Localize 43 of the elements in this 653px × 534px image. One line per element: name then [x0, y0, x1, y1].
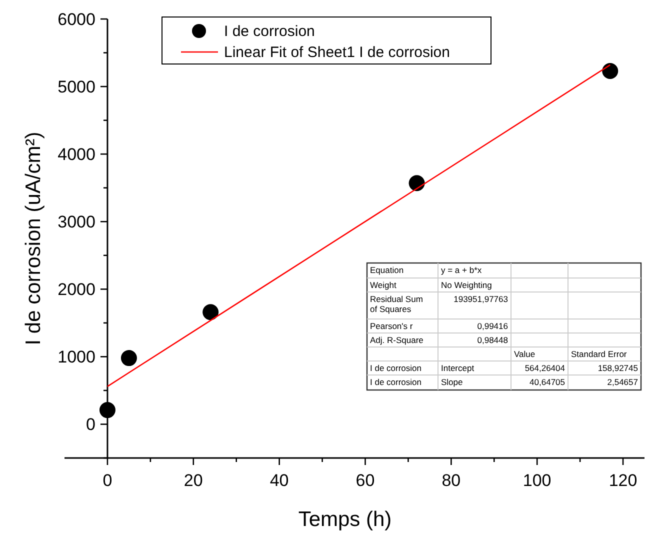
- y-tick-label: 0: [86, 415, 96, 434]
- annotation: Equation: [370, 265, 404, 275]
- y-tick-label: 4000: [58, 145, 96, 164]
- annotation: Standard Error: [571, 349, 627, 359]
- annotation: 193951,97763: [454, 294, 508, 304]
- annotation: Value: [514, 349, 536, 359]
- annotation: Weight: [370, 280, 397, 290]
- annotation: Pearson's r: [370, 321, 413, 331]
- y-tick-label: 5000: [58, 78, 96, 97]
- legend-label: I de corrosion: [224, 23, 315, 40]
- annotation: 0,99416: [477, 321, 508, 331]
- annotation: I de corrosion: [370, 363, 422, 373]
- point: [202, 304, 219, 320]
- annotation: 564,26404: [524, 363, 566, 373]
- annotation: Intercept: [441, 363, 475, 373]
- point: [99, 402, 116, 418]
- y-axis-title: I de corrosion (uA/cm²): [22, 132, 45, 346]
- x-tick-label: 100: [522, 471, 552, 490]
- point: [120, 350, 137, 366]
- point: [602, 63, 618, 80]
- annotation: Adj. R-Square: [370, 335, 424, 345]
- annotation: 158,92745: [598, 363, 638, 373]
- annotation: 2,54657: [607, 377, 638, 387]
- x-tick-label: 80: [442, 471, 461, 490]
- annotation: No Weighting: [441, 280, 492, 290]
- legend-label: Linear Fit of Sheet1 I de corrosion: [224, 44, 450, 61]
- y-tick-label: 2000: [58, 280, 96, 300]
- x-tick-label: 60: [356, 471, 375, 490]
- x-tick-label: 40: [270, 471, 289, 490]
- point: [408, 175, 425, 192]
- annotation: Slope: [441, 377, 464, 387]
- y-tick-label: 1000: [58, 348, 96, 367]
- x-tick-label: 120: [608, 471, 638, 490]
- y-tick-label: 6000: [58, 10, 96, 29]
- x-axis-title: Temps (h): [298, 508, 392, 531]
- annotation: y = a + b*x: [441, 265, 482, 275]
- annotation: I de corrosion: [370, 377, 422, 387]
- annotation: Residual Sum of Squares: [370, 294, 423, 314]
- x-tick-label: 20: [184, 471, 203, 490]
- annotation: 0,98448: [477, 335, 508, 345]
- y-tick-label: 3000: [58, 212, 96, 232]
- x-tick-label: 0: [102, 471, 112, 490]
- annotation: 40,64705: [530, 377, 566, 387]
